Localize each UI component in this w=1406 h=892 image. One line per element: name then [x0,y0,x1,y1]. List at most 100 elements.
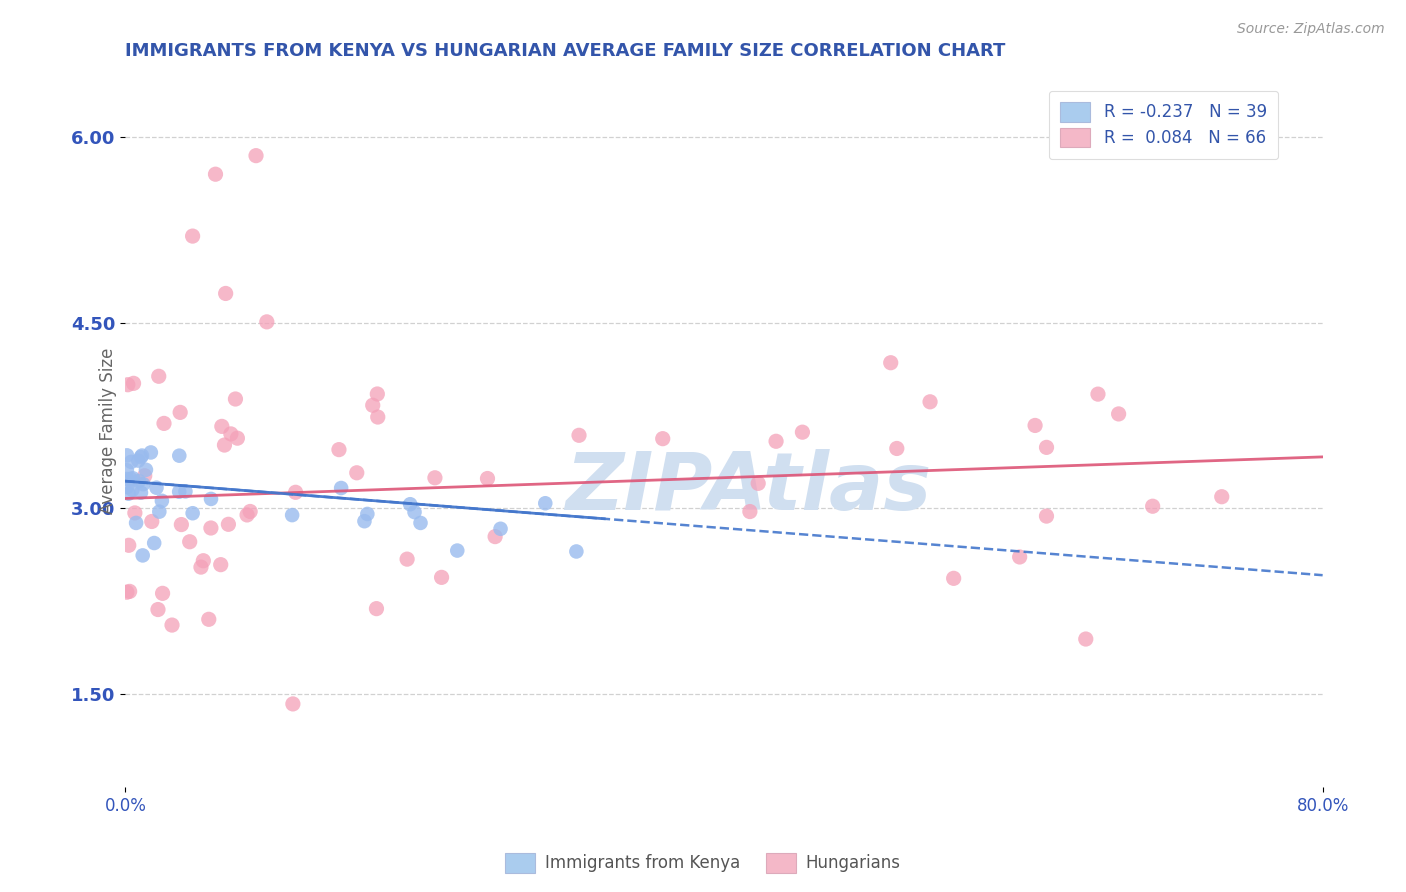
Point [143,536,166,550]
Point [747,476,769,491]
Point [446,543,468,558]
Point [942,571,965,585]
Point [226,431,249,445]
Point [396,552,419,566]
Point [115,448,138,462]
Point [209,558,232,572]
Point [129,450,152,464]
Point [1108,407,1130,421]
Point [150,493,173,508]
Point [120,472,142,486]
Point [169,405,191,419]
Point [1035,509,1057,524]
Point [190,560,212,574]
Point [170,517,193,532]
Point [361,398,384,412]
Point [181,229,204,244]
Point [179,534,201,549]
Point [239,504,262,518]
Point [738,504,761,518]
Point [219,426,242,441]
Point [1024,418,1046,433]
Point [118,584,141,599]
Point [886,442,908,456]
Text: Source: ZipAtlas.com: Source: ZipAtlas.com [1237,22,1385,37]
Point [1035,441,1057,455]
Point [124,506,146,520]
Point [489,522,512,536]
Point [167,484,190,499]
Point [651,432,673,446]
Point [568,428,591,442]
Point [224,392,246,406]
Point [217,517,239,532]
Point [256,315,278,329]
Point [125,516,148,530]
Point [399,497,422,511]
Point [115,463,138,477]
Point [121,483,143,497]
Point [129,485,152,500]
Point [245,148,267,162]
Point [174,484,197,499]
Point [1074,632,1097,646]
Point [367,410,389,425]
Point [145,481,167,495]
Point [366,601,388,615]
Point [353,514,375,528]
Point [127,453,149,467]
Point [409,516,432,530]
Point [169,449,191,463]
Point [880,356,903,370]
Point [122,376,145,391]
Point [148,369,170,384]
Y-axis label: Average Family Size: Average Family Size [98,348,117,514]
Point [477,471,499,485]
Point [214,438,236,452]
Point [193,554,215,568]
Point [236,508,259,522]
Point [211,419,233,434]
Point [1087,387,1109,401]
Point [423,471,446,485]
Point [132,477,155,491]
Point [160,618,183,632]
Point [284,485,307,500]
Point [153,417,176,431]
Point [1008,549,1031,564]
Point [118,538,141,552]
Point [117,377,139,392]
Point [146,602,169,616]
Point [484,530,506,544]
Point [430,570,453,584]
Point [128,474,150,488]
Text: ZIPAtlas: ZIPAtlas [565,449,931,527]
Point [181,506,204,520]
Point [134,468,156,483]
Point [148,505,170,519]
Point [404,505,426,519]
Point [356,507,378,521]
Point [565,544,588,558]
Legend: R = -0.237   N = 39, R =  0.084   N = 66: R = -0.237 N = 39, R = 0.084 N = 66 [1049,91,1278,159]
Point [281,697,304,711]
Point [328,442,350,457]
Point [200,521,222,535]
Point [135,463,157,477]
Point [131,449,153,463]
Point [534,496,557,510]
Point [122,471,145,485]
Point [197,612,219,626]
Point [131,549,153,563]
Point [214,286,236,301]
Point [330,481,353,495]
Point [1142,500,1164,514]
Point [139,445,162,459]
Text: IMMIGRANTS FROM KENYA VS HUNGARIAN AVERAGE FAMILY SIZE CORRELATION CHART: IMMIGRANTS FROM KENYA VS HUNGARIAN AVERA… [125,42,1005,60]
Point [918,394,941,409]
Point [115,585,138,599]
Point [200,491,222,506]
Legend: Immigrants from Kenya, Hungarians: Immigrants from Kenya, Hungarians [499,847,907,880]
Point [120,455,142,469]
Point [765,434,787,449]
